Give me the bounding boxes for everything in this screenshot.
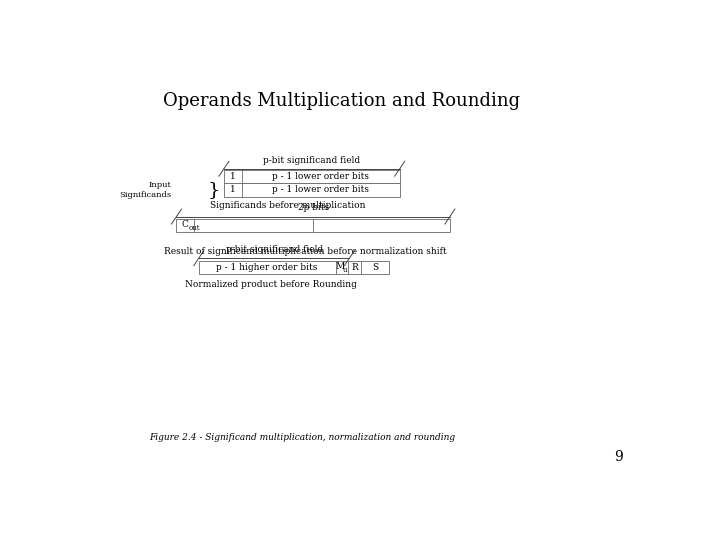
Text: u: u — [343, 266, 348, 274]
Text: M: M — [336, 262, 345, 271]
FancyBboxPatch shape — [224, 170, 400, 183]
Text: Significands before multiplication: Significands before multiplication — [210, 201, 366, 210]
Text: Normalized product before Rounding: Normalized product before Rounding — [186, 280, 357, 289]
FancyBboxPatch shape — [224, 183, 400, 197]
Text: Result of significand multiplication before normalization shift: Result of significand multiplication bef… — [163, 246, 446, 255]
Text: C: C — [181, 220, 188, 229]
Text: p - 1 lower order bits: p - 1 lower order bits — [272, 172, 369, 181]
Text: Operands Multiplication and Rounding: Operands Multiplication and Rounding — [163, 92, 520, 110]
Text: p-bit significand field: p-bit significand field — [225, 245, 323, 254]
Text: 2p bits: 2p bits — [297, 204, 329, 212]
Text: Figure 2.4 - Significand multiplication, normalization and rounding: Figure 2.4 - Significand multiplication,… — [149, 433, 455, 442]
Text: 9: 9 — [614, 450, 623, 464]
FancyBboxPatch shape — [199, 261, 389, 274]
Text: 1: 1 — [230, 185, 235, 194]
Text: S: S — [372, 263, 378, 272]
Text: 1: 1 — [230, 172, 235, 181]
Text: p - 1 higher order bits: p - 1 higher order bits — [217, 263, 318, 272]
Text: out: out — [189, 225, 200, 232]
Text: }: } — [207, 181, 220, 199]
Text: R: R — [351, 263, 358, 272]
Text: Input
Significands: Input Significands — [119, 181, 171, 199]
Text: p - 1 lower order bits: p - 1 lower order bits — [272, 185, 369, 194]
FancyBboxPatch shape — [176, 219, 450, 232]
Text: p-bit significand field: p-bit significand field — [264, 156, 361, 165]
